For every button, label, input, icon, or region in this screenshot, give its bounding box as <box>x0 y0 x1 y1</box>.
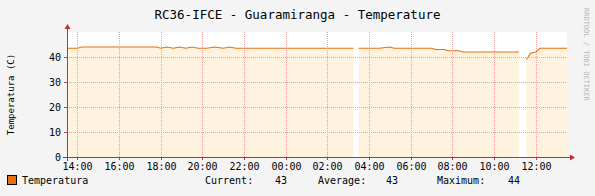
legend-stat-label: Maximum: <box>437 175 485 186</box>
legend-stat-value: 43 <box>386 175 398 186</box>
area <box>67 47 567 157</box>
tick <box>64 82 67 83</box>
line <box>67 47 567 60</box>
title: RC36-IFCE - Guaramiranga - Temperature <box>155 7 441 22</box>
grid-line <box>411 32 412 157</box>
grid-line <box>119 32 120 157</box>
x-tick-label: 10:00 <box>479 161 509 172</box>
y-tick-label: 40 <box>49 52 61 63</box>
legend-stat-label: Current: <box>205 175 253 186</box>
tick <box>64 107 67 108</box>
grid-line <box>67 57 567 58</box>
y-axis-label: Temperatura (C) <box>6 54 16 135</box>
x-tick-label: 14:00 <box>62 161 92 172</box>
legend-label: Temperatura <box>22 175 88 186</box>
x-tick-label: 04:00 <box>354 161 384 172</box>
y-tick-label: 10 <box>49 127 61 138</box>
grid-line <box>161 32 162 157</box>
legend-stat-value: 44 <box>508 175 520 186</box>
grid-line <box>286 32 287 157</box>
grid-line <box>67 82 567 83</box>
background <box>0 0 595 196</box>
plot-area <box>67 32 567 157</box>
grid-line <box>369 32 370 157</box>
grid-line <box>202 32 203 157</box>
watermark: RRDTOOL / TOBI OETIKER <box>582 8 590 102</box>
grid-line <box>67 107 567 108</box>
grid-line <box>77 32 78 157</box>
grid-line <box>494 32 495 157</box>
y-tick-label: 20 <box>49 102 61 113</box>
x-tick-label: 12:00 <box>521 161 551 172</box>
y-tick-label: 30 <box>49 77 61 88</box>
x-tick-label: 08:00 <box>437 161 467 172</box>
series-group <box>67 47 567 157</box>
grid-line <box>452 32 453 157</box>
x-axis <box>63 157 572 158</box>
chart: RC36-IFCE - Guaramiranga - Temperature Te… <box>0 0 595 196</box>
legend-swatch <box>8 176 17 185</box>
x-tick-label: 02:00 <box>312 161 342 172</box>
x-tick-label: 22:00 <box>229 161 259 172</box>
x-tick-label: 20:00 <box>187 161 217 172</box>
x-tick-label: 18:00 <box>146 161 176 172</box>
x-axis-arrow <box>570 155 575 161</box>
x-tick-label: 00:00 <box>271 161 301 172</box>
tick <box>64 57 67 58</box>
grid-line <box>244 32 245 157</box>
x-tick-label: 06:00 <box>396 161 426 172</box>
legend-stat-value: 43 <box>275 175 287 186</box>
grid-line <box>327 32 328 157</box>
legend-stat-label: Average: <box>318 175 366 186</box>
y-axis-arrow <box>65 24 71 29</box>
grid-line <box>67 132 567 133</box>
grid-line <box>536 32 537 157</box>
tick <box>64 132 67 133</box>
x-tick-label: 16:00 <box>104 161 134 172</box>
y-tick-label: 0 <box>55 152 61 163</box>
y-axis <box>67 27 68 161</box>
